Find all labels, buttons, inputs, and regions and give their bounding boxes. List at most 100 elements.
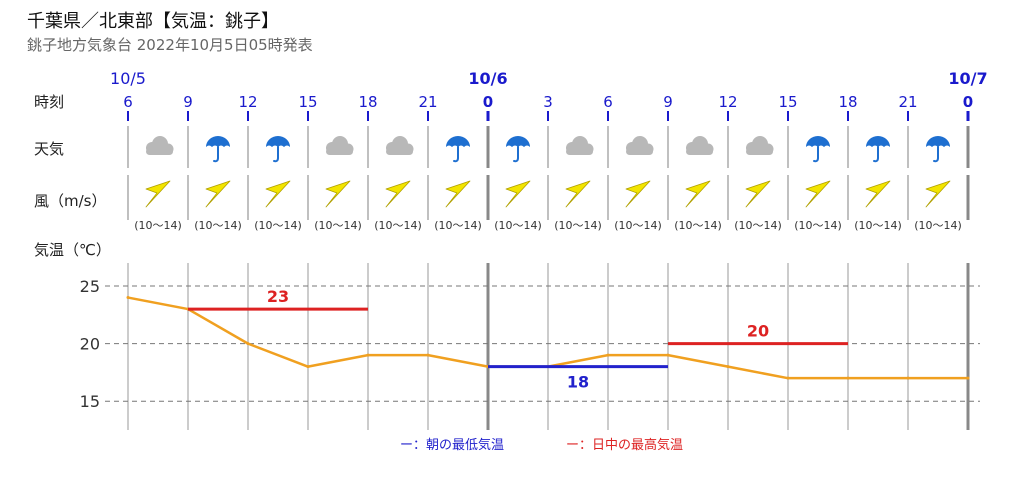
wind-arrow-icon	[685, 180, 711, 208]
hour-label: 12	[238, 93, 257, 111]
wind-arrow-shape	[925, 180, 951, 208]
umbrella-canopy	[806, 136, 830, 147]
cloud-icon	[746, 136, 774, 155]
hour-label: 6	[603, 93, 613, 111]
wind-arrow-icon	[625, 180, 651, 208]
wind-arrow-icon	[145, 180, 171, 208]
wind-arrow-icon	[445, 180, 471, 208]
hour-label: 21	[898, 93, 917, 111]
forecast-issuer: 銚子地方気象台 2022年10月5日05時発表	[27, 36, 313, 54]
cloud-icon	[686, 136, 714, 155]
wind-arrow-shape	[625, 180, 651, 208]
legend-min-temperature: ー：朝の最低気温	[400, 437, 504, 453]
legend-max-temperature: ー：日中の最高気温	[566, 437, 683, 453]
hour-label: 15	[298, 93, 317, 111]
cloud-base	[626, 148, 653, 155]
wind-speed-label: (10～14)	[134, 219, 182, 232]
cloud-icon	[626, 136, 654, 155]
wind-arrow-shape	[145, 180, 171, 208]
wind-speed-label: (10～14)	[194, 219, 242, 232]
wind-arrow-icon	[865, 180, 891, 208]
wind-speed-label: (10～14)	[794, 219, 842, 232]
wind-speed-label: (10～14)	[914, 219, 962, 232]
hour-label: 9	[183, 93, 193, 111]
wind-arrow-shape	[445, 180, 471, 208]
temperature-point	[966, 376, 970, 380]
wind-speed-label: (10～14)	[434, 219, 482, 232]
wind-arrow-icon	[325, 180, 351, 208]
temperature-point	[126, 296, 130, 300]
umbrella-handle	[453, 146, 459, 163]
cloud-icon	[146, 136, 174, 155]
temperature-point	[726, 365, 730, 369]
wind-speed-label: (10～14)	[314, 219, 362, 232]
page-title: 千葉県／北東部【気温：銚子】	[27, 11, 279, 32]
umbrella-handle	[873, 146, 879, 163]
cloud-base	[386, 148, 413, 155]
hour-label: 0	[483, 93, 493, 111]
temperature-point	[606, 353, 610, 357]
wind-arrow-icon	[565, 180, 591, 208]
wind-speed-label: (10～14)	[674, 219, 722, 232]
wind-speed-label: (10～14)	[554, 219, 602, 232]
umbrella-icon	[266, 136, 290, 163]
cloud-base	[146, 148, 173, 155]
umbrella-canopy	[866, 136, 890, 147]
wind-arrow-icon	[505, 180, 531, 208]
cloud-base	[566, 148, 593, 155]
cloud-base	[326, 148, 353, 155]
min-temperature-label: 18	[567, 373, 589, 392]
hour-label: 12	[718, 93, 737, 111]
wind-arrow-shape	[325, 180, 351, 208]
date-label: 10/5	[110, 69, 146, 88]
max-temperature-label: 20	[747, 322, 769, 341]
row-label-temperature: 気温（℃）	[34, 241, 111, 259]
date-label: 10/7	[948, 69, 987, 88]
cloud-base	[746, 148, 773, 155]
umbrella-icon	[506, 136, 530, 163]
wind-arrow-shape	[865, 180, 891, 208]
y-tick-label: 15	[80, 392, 100, 411]
wind-arrow-shape	[505, 180, 531, 208]
umbrella-canopy	[206, 136, 230, 147]
temperature-point	[366, 353, 370, 357]
wind-speed-label: (10～14)	[734, 219, 782, 232]
hour-label: 18	[838, 93, 857, 111]
umbrella-canopy	[506, 136, 530, 147]
temperature-point	[846, 376, 850, 380]
umbrella-icon	[446, 136, 470, 163]
temperature-point	[906, 376, 910, 380]
cloud-icon	[326, 136, 354, 155]
umbrella-handle	[213, 146, 219, 163]
umbrella-icon	[866, 136, 890, 163]
hour-label: 6	[123, 93, 133, 111]
hour-label: 18	[358, 93, 377, 111]
umbrella-canopy	[266, 136, 290, 147]
wind-arrow-icon	[205, 180, 231, 208]
hour-label: 21	[418, 93, 437, 111]
cloud-icon	[566, 136, 594, 155]
date-label: 10/6	[468, 69, 507, 88]
wind-arrow-shape	[265, 180, 291, 208]
wind-arrow-shape	[805, 180, 831, 208]
wind-speed-label: (10～14)	[854, 219, 902, 232]
umbrella-canopy	[926, 136, 950, 147]
umbrella-handle	[513, 146, 519, 163]
cloud-base	[686, 148, 713, 155]
umbrella-handle	[813, 146, 819, 163]
max-temperature-label: 23	[267, 287, 289, 306]
wind-speed-label: (10～14)	[254, 219, 302, 232]
wind-arrow-icon	[385, 180, 411, 208]
hour-label: 0	[963, 93, 973, 111]
hour-label: 3	[543, 93, 553, 111]
umbrella-handle	[933, 146, 939, 163]
temperature-point	[426, 353, 430, 357]
umbrella-icon	[206, 136, 230, 163]
umbrella-handle	[273, 146, 279, 163]
wind-arrow-icon	[925, 180, 951, 208]
wind-arrow-shape	[385, 180, 411, 208]
wind-speed-label: (10～14)	[494, 219, 542, 232]
umbrella-canopy	[446, 136, 470, 147]
y-tick-label: 25	[80, 277, 100, 296]
cloud-icon	[386, 136, 414, 155]
